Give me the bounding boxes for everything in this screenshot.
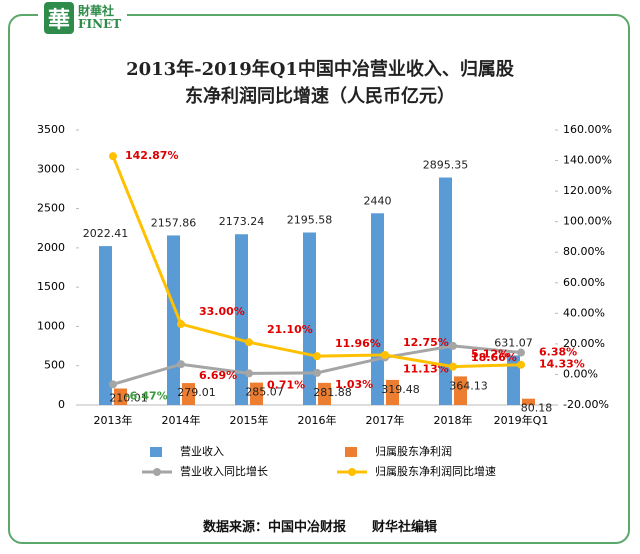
bar [99, 246, 112, 405]
bar-label: 319.48 [381, 383, 420, 396]
bar [167, 235, 180, 405]
bar [371, 213, 384, 405]
line-point [313, 352, 321, 361]
chart-title: 2013年-2019年Q1中国中冶营业收入、归属股东净利润同比增速（人民币亿元） [126, 59, 514, 107]
bar [114, 388, 127, 405]
y-tick-label: 3500 [37, 123, 65, 136]
x-tick-label: 2013年 [94, 413, 133, 427]
bar-label: 279.01 [177, 386, 216, 399]
y-tick-label: 500 [44, 359, 65, 372]
bar-label: 2022.41 [83, 227, 129, 240]
y2-tick-label: 80.00% [563, 245, 605, 258]
bar [454, 376, 467, 405]
legend-label: 营业收入 [180, 444, 224, 458]
y2-tick-label: 20.00% [563, 337, 605, 350]
y-tick-label: 1500 [37, 280, 65, 293]
bar [250, 382, 263, 405]
y-tick-label: 3000 [37, 162, 65, 175]
logo-name: 財華社 [78, 4, 115, 18]
legend-swatch [153, 468, 161, 476]
y-tick-label: 2000 [37, 241, 65, 254]
y-tick-label: 1000 [37, 319, 65, 332]
bar-label: 2173.24 [219, 215, 265, 228]
bar-label: 2895.35 [423, 159, 469, 172]
line-label: 6.69% [199, 369, 237, 382]
logo: 華財華社 FINET [38, 2, 128, 34]
y-tick-label: 2500 [37, 202, 65, 215]
bar-label: 2157.86 [151, 216, 197, 229]
y2-tick-label: 160.00% [563, 123, 612, 136]
bar [303, 232, 316, 405]
line-label: -6.47% [125, 389, 168, 402]
bar [507, 355, 520, 405]
legend-swatch [348, 468, 356, 476]
line-label: 142.87% [125, 149, 178, 162]
line-point [177, 360, 185, 369]
frame [8, 14, 630, 544]
legend-swatch [150, 447, 162, 457]
bar-label: 2195.58 [287, 213, 333, 226]
y2-tick-label: -20.00% [563, 398, 609, 411]
bar [235, 234, 248, 405]
legend-swatch [345, 447, 357, 457]
bar [522, 398, 535, 405]
y2-tick-label: 120.00% [563, 184, 612, 197]
x-tick-label: 2015年 [230, 413, 269, 427]
line-label: 1.03% [335, 378, 373, 391]
x-tick-label: 2019年Q1 [494, 413, 549, 427]
bar-label: 285.07 [245, 386, 284, 399]
line-point [517, 360, 525, 369]
legend-label: 归属股东净利润同比增速 [375, 464, 496, 478]
bar [182, 383, 195, 405]
x-tick-label: 2016年 [298, 413, 337, 427]
y2-tick-label: 140.00% [563, 154, 612, 167]
line-label: 11.13% [403, 362, 449, 375]
y2-tick-label: 0.00% [563, 367, 598, 380]
line-point [245, 338, 253, 347]
line-point [245, 369, 253, 378]
x-tick-label: 2018年 [434, 413, 473, 427]
source: 数据来源：中国中冶财报 财华社编辑 [202, 520, 437, 535]
line-label: 21.10% [267, 323, 313, 336]
bar-label: 80.18 [521, 402, 553, 415]
line-label: 18.66% [471, 351, 517, 364]
line-label: 5.12% [471, 348, 509, 361]
y2-tick-label: 100.00% [563, 215, 612, 228]
logo-mark: 華 [44, 2, 74, 34]
x-tick-label: 2014年 [162, 413, 201, 427]
y-tick-label: 0 [58, 398, 65, 411]
bar-label: 281.88 [313, 386, 352, 399]
bar-label: 364.13 [449, 379, 488, 392]
y2-tick-label: 60.00% [563, 276, 605, 289]
y2-tick-label: 40.00% [563, 306, 605, 319]
line-point [517, 348, 525, 357]
line-label: 0.71% [267, 378, 305, 391]
bar [386, 379, 399, 405]
line-point [449, 341, 457, 350]
x-tick-label: 2017年 [366, 413, 405, 427]
logo-sub: FINET [78, 17, 122, 31]
line-point [313, 368, 321, 377]
bar [318, 382, 331, 405]
line-point [109, 380, 117, 389]
line-label: 14.33% [539, 358, 585, 371]
line-point [381, 350, 389, 359]
legend-label: 营业收入同比增长 [180, 464, 268, 478]
line-point [449, 362, 457, 371]
line-point [177, 320, 185, 329]
line-point [109, 152, 117, 161]
line-label: 6.38% [539, 346, 577, 359]
bar-label: 631.07 [494, 336, 533, 349]
line-label: 11.96% [335, 337, 381, 350]
line-label: 33.00% [199, 305, 245, 318]
line-label: 12.75% [403, 336, 449, 349]
bar-label: 2440 [364, 194, 392, 207]
legend-label: 归属股东净利润 [375, 444, 452, 458]
bar-label: 210.01 [109, 391, 148, 404]
